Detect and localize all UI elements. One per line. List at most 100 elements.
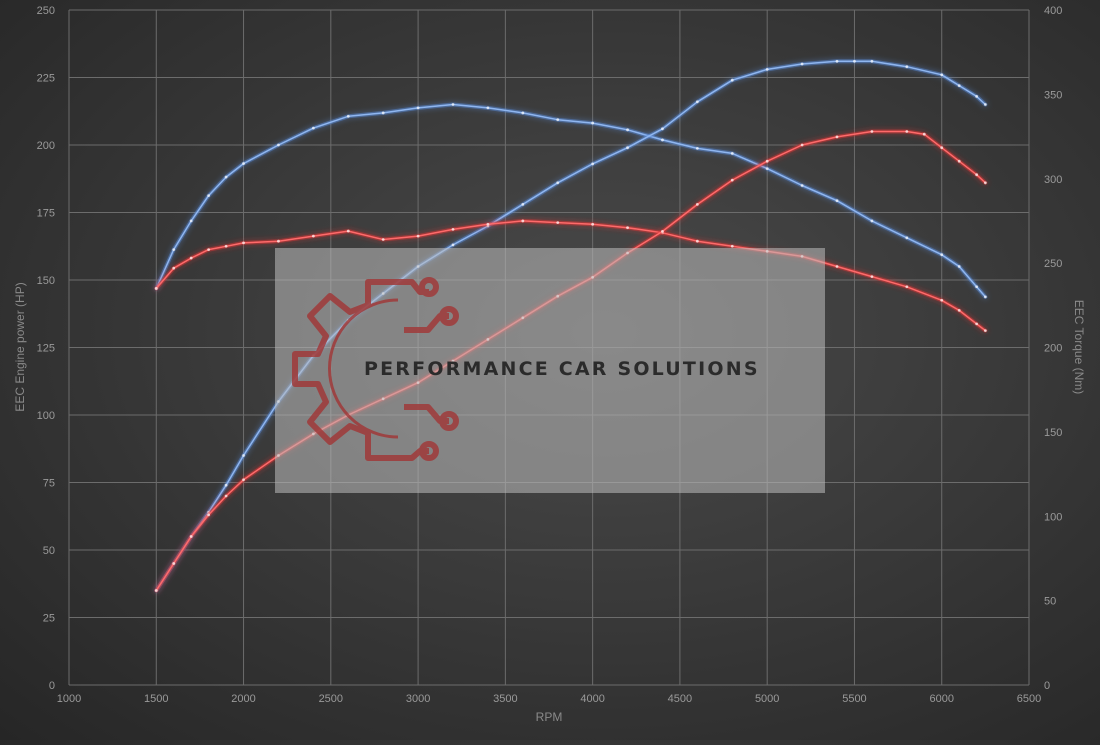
- y-left-tick-label: 125: [37, 343, 55, 355]
- data-point: [661, 127, 664, 131]
- data-point: [661, 230, 664, 233]
- y-left-tick-label: 50: [43, 545, 55, 557]
- axis-tick-labels: 1000 1500 2000 2500 3000 3500 4000 4500 5000 5500…: [37, 5, 1063, 705]
- data-point: [381, 238, 385, 241]
- data-point: [486, 106, 490, 110]
- data-point: [556, 118, 560, 122]
- data-point: [940, 253, 944, 257]
- data-point: [591, 121, 595, 125]
- data-point: [922, 132, 926, 136]
- data-point: [416, 234, 420, 238]
- data-point: [765, 167, 769, 171]
- data-point: [983, 181, 987, 185]
- data-point: [695, 146, 699, 150]
- data-point: [626, 128, 629, 132]
- y-left-tick-label: 0: [49, 680, 55, 692]
- data-point: [521, 111, 525, 115]
- data-point: [983, 329, 987, 333]
- y-right-tick-label: 400: [1044, 5, 1062, 17]
- data-point: [835, 59, 839, 63]
- data-point: [730, 78, 734, 82]
- series-line-2: [155, 60, 987, 592]
- data-point: [626, 146, 629, 150]
- data-point: [556, 221, 560, 225]
- data-point: [521, 219, 525, 223]
- data-point: [835, 265, 839, 268]
- data-point: [189, 535, 193, 538]
- data-point: [695, 239, 699, 243]
- data-point: [765, 68, 769, 71]
- data-point: [975, 95, 979, 98]
- x-tick-label: 4500: [668, 693, 692, 705]
- data-point: [486, 222, 490, 226]
- x-tick-label: 2000: [231, 693, 255, 705]
- y-right-tick-label: 150: [1044, 427, 1062, 439]
- data-point: [695, 100, 699, 104]
- data-point: [591, 162, 595, 166]
- data-point: [957, 84, 961, 87]
- data-point: [224, 494, 228, 498]
- y-right-tick-label: 200: [1044, 343, 1062, 355]
- y-left-tick-label: 200: [37, 140, 55, 152]
- data-point: [242, 478, 245, 482]
- x-axis-title: RPM: [536, 710, 563, 724]
- data-point: [983, 103, 987, 106]
- data-point: [765, 159, 769, 163]
- data-point: [975, 322, 979, 326]
- data-point: [730, 244, 734, 248]
- y-axis-right-title: EEC Torque (Nm): [1072, 300, 1086, 394]
- data-point: [905, 285, 909, 289]
- y-axis-left-title: EEC Engine power (HP): [13, 282, 27, 411]
- data-point: [556, 181, 560, 185]
- data-point: [451, 243, 455, 247]
- data-point: [870, 275, 874, 279]
- data-point: [172, 248, 176, 252]
- data-point: [242, 241, 245, 245]
- x-tick-label: 5000: [755, 693, 779, 705]
- data-point: [940, 73, 944, 77]
- data-point: [905, 65, 909, 69]
- data-point: [800, 62, 804, 66]
- data-point: [975, 173, 979, 177]
- data-point: [661, 138, 664, 142]
- y-right-tick-label: 100: [1044, 511, 1062, 523]
- data-point: [975, 285, 979, 289]
- y-right-tick-label: 250: [1044, 258, 1062, 270]
- data-point: [346, 229, 350, 233]
- y-left-tick-label: 100: [37, 410, 55, 422]
- x-tick-label: 6500: [1017, 693, 1041, 705]
- data-point: [730, 152, 734, 155]
- data-point: [800, 143, 804, 147]
- data-point: [957, 265, 961, 268]
- data-point: [224, 175, 228, 179]
- x-tick-label: 6000: [929, 693, 953, 705]
- y-left-tick-label: 25: [43, 613, 55, 625]
- y-left-tick-label: 175: [37, 208, 55, 220]
- data-point: [277, 143, 280, 147]
- data-point: [800, 184, 804, 187]
- data-point: [835, 135, 839, 139]
- data-point: [870, 59, 874, 63]
- data-point: [172, 266, 176, 270]
- x-tick-label: 3000: [406, 693, 430, 705]
- data-point: [870, 219, 874, 223]
- data-point: [451, 103, 455, 106]
- data-point: [207, 513, 211, 517]
- y-right-tick-label: 50: [1044, 596, 1056, 608]
- y-left-tick-label: 250: [37, 5, 55, 17]
- data-point: [224, 244, 228, 248]
- data-point: [416, 106, 420, 110]
- y-left-tick-label: 225: [37, 73, 55, 85]
- data-point: [521, 203, 525, 206]
- data-point: [242, 454, 245, 457]
- gear-circuit-logo-icon: [292, 277, 459, 461]
- x-tick-label: 2500: [319, 693, 343, 705]
- data-point: [346, 114, 350, 118]
- data-point: [983, 295, 987, 299]
- watermark-text: PERFORMANCE CAR SOLUTIONS: [364, 358, 760, 380]
- y-left-tick-label: 150: [37, 275, 55, 287]
- data-point: [905, 236, 909, 240]
- data-point: [451, 227, 455, 231]
- y-left-tick-label: 75: [43, 478, 55, 490]
- data-point: [695, 203, 699, 206]
